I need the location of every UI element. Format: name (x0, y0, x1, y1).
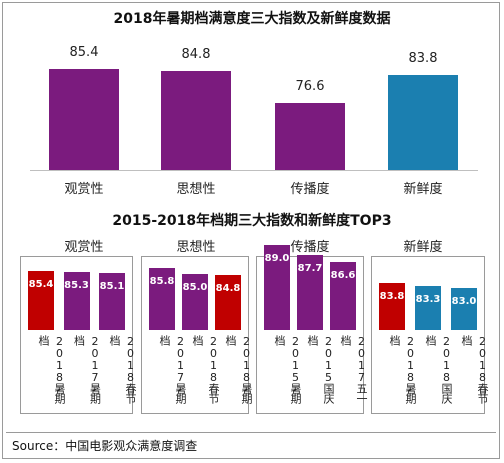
top-category-label-3: 传播度 (290, 182, 330, 197)
group-3-value-3: 86.6 (330, 270, 356, 282)
group-1-value-2: 85.3 (64, 279, 89, 291)
group-3-value-2: 87.7 (297, 262, 323, 274)
top-bar-2 (161, 71, 231, 170)
source-divider (6, 432, 496, 433)
group-box-4 (371, 256, 485, 414)
group-3-period-1: 2015暑期档 (273, 335, 302, 403)
group-1-bar-2 (63, 271, 90, 330)
top-value-label-4: 83.8 (408, 51, 438, 67)
group-1-period-3: 2018春节档 (108, 335, 137, 403)
group-3-bar-3 (330, 262, 356, 330)
group-4-value-2: 83.3 (415, 294, 441, 306)
top-bar-4 (388, 75, 458, 170)
group-2-bar-2 (182, 274, 208, 330)
group-4-period-2: 2018国庆档 (424, 335, 453, 403)
group-header-2: 思想性 (176, 240, 216, 255)
group-1-value-1: 85.4 (28, 279, 54, 291)
top-category-label-4: 新鲜度 (403, 182, 443, 197)
top-chart-title: 2018年暑期档满意度三大指数及新鲜度数据 (113, 11, 391, 27)
group-1-bar-3 (99, 273, 125, 330)
group-3-period-2: 2015国庆档 (306, 335, 335, 403)
group-header-4: 新鲜度 (403, 240, 443, 255)
group-2-period-2: 2018春节档 (191, 335, 220, 403)
top-value-label-3: 76.6 (295, 79, 325, 94)
group-4-period-1: 2018暑期档 (388, 335, 417, 403)
group-4-value-1: 83.8 (379, 290, 405, 302)
group-4-period-3: 2018春节档 (460, 335, 489, 403)
group-2-period-3: 2018暑期档 (224, 335, 253, 403)
group-3-bar-1 (264, 245, 290, 330)
group-4-bar-3 (451, 288, 477, 330)
group-2-bar-3 (215, 275, 241, 330)
group-1-period-1: 2018暑期档 (37, 335, 66, 403)
group-header-3: 传播度 (290, 240, 330, 255)
group-1-period-2: 2017暑期档 (72, 335, 102, 403)
top-category-label-2: 思想性 (176, 182, 216, 197)
group-4-value-3: 83.0 (451, 296, 477, 308)
group-2-value-2: 85.0 (182, 282, 208, 293)
group-box-2 (141, 256, 249, 414)
group-3-bar-2 (297, 254, 323, 330)
group-2-period-1: 2017暑期档 (158, 335, 187, 403)
group-1-value-3: 85.1 (99, 281, 125, 293)
group-2-value-1: 85.8 (149, 276, 175, 288)
group-2-value-3: 84.8 (215, 283, 241, 295)
top-bar-3 (275, 103, 345, 170)
group-4-bar-2 (415, 286, 441, 330)
top-value-label-1: 85.4 (69, 45, 99, 60)
group-3-period-3: 2017五一档 (339, 335, 368, 403)
top-category-label-1: 观赏性 (64, 182, 104, 197)
group-1-bar-1 (28, 271, 54, 330)
group-3-value-1: 89.0 (264, 253, 290, 265)
source-note: Source：中国电影观众满意度调查 (12, 439, 198, 453)
top-bar-1 (49, 69, 119, 170)
top-axis-line (30, 170, 478, 171)
group-header-1: 观赏性 (64, 240, 104, 255)
top-value-label-2: 84.8 (181, 47, 211, 63)
group-box-1 (20, 256, 133, 414)
bottom-chart-title: 2015-2018年档期三大指数和新鲜度TOP3 (112, 213, 392, 229)
group-2-bar-1 (149, 268, 175, 330)
group-4-bar-1 (379, 282, 405, 330)
